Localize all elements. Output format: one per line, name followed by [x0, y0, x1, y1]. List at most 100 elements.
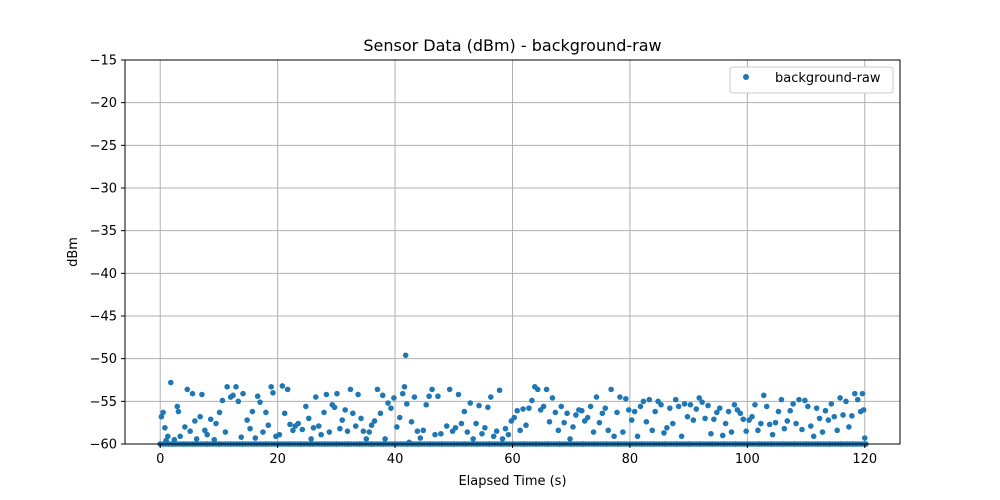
- data-point: [452, 424, 459, 431]
- data-point: [197, 413, 203, 420]
- data-point: [158, 413, 165, 420]
- data-point: [213, 420, 219, 427]
- data-point: [831, 413, 838, 420]
- data-point: [716, 405, 723, 411]
- x-tick-label: 20: [269, 452, 286, 467]
- data-point: [429, 386, 435, 393]
- data-point: [587, 403, 594, 410]
- data-point: [496, 387, 503, 394]
- data-point: [265, 422, 272, 429]
- data-point: [493, 428, 500, 435]
- data-point: [787, 407, 794, 414]
- data-point: [310, 424, 317, 431]
- data-point: [233, 384, 239, 390]
- data-point: [667, 405, 673, 411]
- data-point: [396, 414, 403, 421]
- data-point: [843, 398, 849, 405]
- data-point: [526, 405, 532, 411]
- data-point: [810, 433, 817, 440]
- data-point: [737, 410, 744, 417]
- data-point: [308, 436, 314, 442]
- data-point: [684, 413, 691, 420]
- data-point: [766, 421, 773, 428]
- data-point: [211, 436, 218, 443]
- data-point: [458, 420, 465, 427]
- data-point: [634, 433, 641, 440]
- data-point: [371, 418, 378, 424]
- data-point: [813, 405, 820, 411]
- data-point: [284, 386, 291, 393]
- legend-marker: [743, 74, 749, 80]
- data-point: [699, 399, 705, 405]
- data-point: [270, 390, 276, 396]
- y-tick-label: −45: [90, 310, 117, 325]
- data-point: [584, 414, 591, 421]
- data-point: [174, 403, 181, 410]
- data-point: [167, 379, 174, 386]
- data-point: [605, 427, 612, 434]
- data-point: [470, 436, 476, 442]
- data-point: [344, 428, 351, 435]
- data-point: [599, 410, 606, 417]
- data-point: [540, 403, 547, 410]
- data-point: [438, 430, 444, 437]
- data-point: [505, 431, 512, 438]
- data-point: [482, 424, 488, 431]
- data-point: [517, 427, 523, 434]
- x-tick-label: 60: [504, 452, 521, 467]
- data-point: [805, 403, 811, 410]
- data-point: [230, 392, 236, 399]
- data-point: [549, 395, 556, 401]
- data-point: [216, 409, 223, 416]
- data-point: [502, 425, 509, 432]
- data-point: [837, 395, 843, 401]
- data-point: [854, 396, 861, 403]
- data-point: [240, 390, 246, 397]
- data-point: [252, 435, 259, 441]
- data-point: [247, 425, 253, 432]
- data-point: [799, 426, 805, 433]
- data-point: [758, 420, 764, 427]
- data-point: [851, 390, 858, 397]
- y-tick-label: −40: [90, 267, 117, 282]
- data-point: [249, 408, 256, 415]
- data-point: [184, 386, 191, 393]
- data-point: [849, 413, 855, 419]
- data-point: [377, 410, 384, 417]
- legend-box: [729, 66, 894, 94]
- data-point: [555, 427, 562, 434]
- data-point: [443, 423, 450, 429]
- data-point: [567, 436, 573, 442]
- data-point: [731, 401, 738, 408]
- data-point: [725, 408, 732, 415]
- data-point: [534, 386, 541, 393]
- data-point: [822, 407, 829, 414]
- data-point: [825, 417, 832, 423]
- data-point: [681, 401, 688, 407]
- data-point: [546, 419, 553, 425]
- data-point: [321, 409, 327, 416]
- y-tick-label: −60: [90, 438, 117, 453]
- data-point: [287, 421, 293, 428]
- data-point: [802, 397, 808, 404]
- data-point: [360, 428, 367, 435]
- data-point: [819, 429, 826, 435]
- data-point: [664, 424, 670, 431]
- data-point: [199, 391, 205, 398]
- data-point: [678, 433, 685, 440]
- data-point: [337, 425, 343, 432]
- data-point: [778, 396, 785, 403]
- data-point: [485, 404, 491, 411]
- data-point: [290, 427, 296, 434]
- data-point: [224, 384, 230, 390]
- data-point: [455, 391, 462, 398]
- data-point: [414, 428, 421, 435]
- data-point: [623, 395, 629, 402]
- data-point: [318, 431, 324, 438]
- data-point: [394, 424, 400, 430]
- x-tick-label: 100: [735, 452, 760, 467]
- data-point: [323, 391, 330, 398]
- data-point: [608, 386, 614, 393]
